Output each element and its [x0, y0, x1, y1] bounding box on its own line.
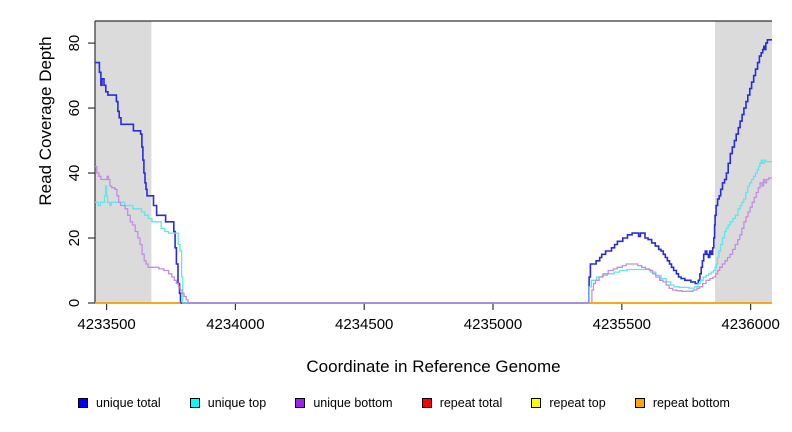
legend-item-repeat-bottom: repeat bottom: [634, 396, 730, 410]
x-axis-tick-label: 4234500: [335, 316, 393, 333]
legend-label: unique bottom: [313, 396, 393, 410]
y-axis-title: Read Coverage Depth: [36, 36, 55, 206]
x-axis-tick-label: 4236000: [721, 316, 779, 333]
legend-label: unique total: [96, 396, 161, 410]
series-unique-total: [95, 39, 772, 304]
legend-swatch-icon: [78, 398, 88, 408]
legend-swatch-icon: [295, 398, 306, 408]
legend: unique total unique top unique bottom repea…: [78, 396, 730, 410]
legend-item-repeat-total: repeat total: [421, 396, 503, 410]
repeat-region-shade: [95, 21, 152, 303]
x-axis-title: Coordinate in Reference Genome: [306, 357, 561, 376]
y-axis-tick-label: 80: [66, 35, 83, 52]
x-axis-tick-label: 4234000: [206, 316, 264, 333]
legend-swatch-icon: [634, 398, 645, 408]
legend-label: repeat bottom: [652, 396, 730, 410]
legend-item-repeat-top: repeat top: [531, 396, 606, 410]
legend-label: repeat top: [549, 396, 606, 410]
legend-item-unique-top: unique top: [189, 396, 267, 410]
series-unique-top: [95, 159, 772, 304]
legend-label: repeat total: [439, 396, 503, 410]
legend-swatch-icon: [531, 398, 542, 408]
y-axis-tick-label: 40: [66, 165, 83, 182]
series-unique-bottom: [95, 165, 772, 304]
y-axis-tick-label: 20: [66, 230, 83, 247]
x-axis-tick-label: 4233500: [77, 316, 135, 333]
repeat-region-shade: [715, 21, 772, 303]
legend-swatch-icon: [421, 398, 432, 408]
legend-swatch-icon: [189, 398, 200, 408]
y-axis-tick-label: 60: [66, 100, 83, 117]
x-axis-tick-label: 4235000: [464, 316, 522, 333]
x-axis-tick-label: 4235500: [593, 316, 651, 333]
legend-item-unique-bottom: unique bottom: [295, 396, 393, 410]
y-axis-tick-label: 0: [66, 299, 83, 307]
legend-item-unique-total: unique total: [78, 396, 161, 410]
legend-label: unique top: [207, 396, 267, 410]
